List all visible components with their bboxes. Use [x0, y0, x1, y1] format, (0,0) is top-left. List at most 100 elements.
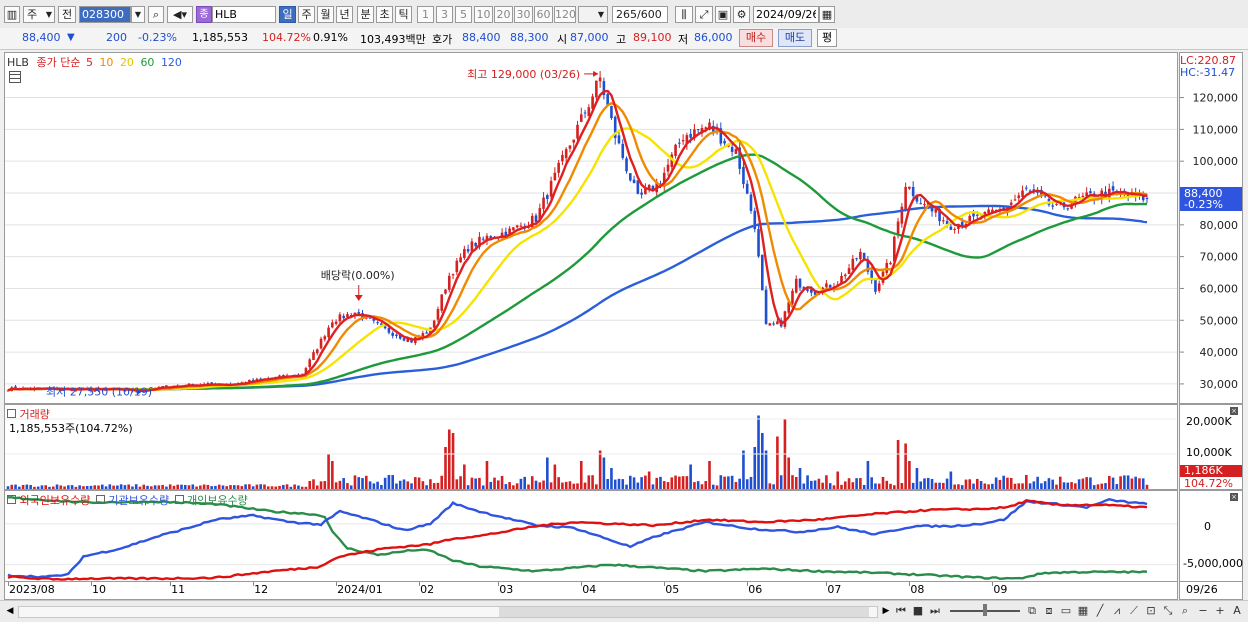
- candle-body: [1066, 208, 1070, 210]
- eval-button[interactable]: 평: [817, 29, 837, 47]
- zoom-out-icon[interactable]: −: [1198, 604, 1208, 617]
- scroll-right-button[interactable]: ▶: [882, 606, 890, 616]
- search-icon[interactable]: ⌕: [1181, 604, 1189, 617]
- grid-icon[interactable]: ▦: [1077, 604, 1089, 617]
- tab-day[interactable]: 일: [279, 6, 296, 23]
- tab-second[interactable]: 초: [376, 6, 393, 23]
- last-icon[interactable]: ⏭: [930, 604, 940, 617]
- zoom-slider-handle[interactable]: [983, 604, 987, 616]
- candle-type-icon[interactable]: ⫼: [675, 6, 693, 23]
- price-chart[interactable]: 최고 129,000 (03/26) 최저 27,550 (10/19) 배당락(0…: [5, 53, 1177, 403]
- price-axis: 120,000110,000100,00090,00080,00070,0006…: [1179, 52, 1243, 404]
- volume-bar: [93, 485, 97, 489]
- holdings-toggle-icon[interactable]: [7, 495, 16, 504]
- gear-icon[interactable]: ⚙: [733, 6, 750, 23]
- volume-tick-10000k: 10,000K: [1186, 446, 1232, 459]
- scrollbar-thumb[interactable]: [499, 607, 869, 617]
- individual-holdings-line: [8, 496, 1148, 581]
- holdings-chart[interactable]: [5, 491, 1177, 581]
- volume-toggle-icon[interactable]: [7, 409, 16, 418]
- holdings-panel[interactable]: 외국인보유수량 기관보유수량 개인보유수량: [4, 490, 1178, 582]
- interval-60[interactable]: 60: [534, 6, 553, 23]
- save-icon[interactable]: ▣: [715, 6, 731, 23]
- calendar-icon[interactable]: ▦: [819, 6, 835, 23]
- volume-bar: [994, 477, 998, 489]
- code-dropdown[interactable]: ▼: [131, 6, 145, 23]
- window-icon[interactable]: ▭: [1060, 604, 1072, 617]
- candle-body: [587, 107, 591, 117]
- candle-body: [761, 254, 764, 291]
- candle-body: [534, 215, 538, 223]
- tab-year[interactable]: 년: [336, 6, 353, 23]
- volume-bar: [364, 475, 368, 489]
- volume-bar: [1021, 483, 1024, 489]
- volume-bar: [319, 481, 323, 489]
- zigzag-icon[interactable]: ⩘: [1113, 604, 1121, 617]
- trend-icon[interactable]: ⟋: [1130, 604, 1138, 617]
- zoom-in-icon[interactable]: +: [1215, 604, 1225, 617]
- interval-10[interactable]: 10: [474, 6, 493, 23]
- interval-20[interactable]: 20: [494, 6, 513, 23]
- volume-bar: [255, 484, 259, 489]
- volume-bar: [1077, 479, 1081, 489]
- measure-icon[interactable]: ⤡: [1163, 604, 1173, 617]
- price-panel[interactable]: 최고 129,000 (03/26) 최저 27,550 (10/19) 배당락(0…: [4, 52, 1178, 404]
- speaker-icon[interactable]: ◀▾: [167, 6, 193, 23]
- interval-1[interactable]: 1: [417, 6, 434, 23]
- tab-month[interactable]: 월: [317, 6, 334, 23]
- volume-bar: [187, 485, 191, 489]
- price-tick-label: 70,000: [1200, 251, 1239, 264]
- close-icon[interactable]: ×: [1230, 493, 1238, 501]
- close-icon[interactable]: ×: [1230, 407, 1238, 415]
- volume-bar: [97, 485, 100, 489]
- candle-body: [553, 172, 557, 180]
- volume-bar: [225, 486, 229, 489]
- volume-bar: [89, 485, 93, 489]
- copy-icon[interactable]: ⧈: [1045, 604, 1053, 617]
- sell-button[interactable]: 매도: [778, 29, 812, 47]
- draw-tool-icon[interactable]: ⤢: [695, 6, 713, 23]
- prev-button[interactable]: 전: [58, 6, 76, 23]
- candle-body: [915, 195, 919, 202]
- period-select[interactable]: 주 ▼: [23, 6, 55, 23]
- volume-bar: [338, 480, 342, 489]
- grid-toggle-icon[interactable]: [9, 71, 21, 83]
- candle-body: [678, 142, 681, 144]
- tab-week[interactable]: 주: [298, 6, 315, 23]
- ma5-line: [7, 89, 1148, 392]
- font-size-icon[interactable]: A: [1233, 604, 1241, 617]
- line-tool-icon[interactable]: ╱: [1096, 604, 1104, 617]
- volume-bar: [629, 475, 632, 489]
- volume-bar: [644, 475, 647, 489]
- individual-toggle-icon[interactable]: [174, 495, 184, 504]
- institution-toggle-icon[interactable]: [95, 495, 105, 504]
- stop-icon[interactable]: ■: [912, 604, 924, 617]
- search-icon[interactable]: ⌕: [148, 6, 164, 23]
- layout-icon[interactable]: ▥: [4, 6, 20, 23]
- volume-bar: [519, 478, 523, 489]
- buy-button[interactable]: 매수: [739, 29, 773, 47]
- volume-bar: [662, 481, 666, 489]
- zoom-area-icon[interactable]: ⊡: [1146, 604, 1156, 617]
- interval-5[interactable]: 5: [455, 6, 472, 23]
- volume-panel[interactable]: 거래량 1,185,553주(104.72%): [4, 404, 1178, 490]
- tab-tick[interactable]: 틱: [395, 6, 412, 23]
- interval-120[interactable]: 120: [554, 6, 576, 23]
- split-icon[interactable]: ⧉: [1028, 604, 1036, 617]
- interval-30[interactable]: 30: [514, 6, 533, 23]
- volume-bar: [67, 485, 70, 489]
- tab-minute[interactable]: 분: [357, 6, 374, 23]
- candle-body: [546, 195, 549, 199]
- volume-bar: [1096, 484, 1100, 489]
- interval-dropdown[interactable]: ▼: [578, 6, 608, 23]
- stock-name-field[interactable]: [212, 6, 276, 23]
- count-field[interactable]: 265/600: [612, 6, 668, 23]
- volume-chart[interactable]: [5, 405, 1177, 489]
- first-icon[interactable]: ⏮: [896, 604, 906, 617]
- scrollbar-track[interactable]: [18, 606, 878, 618]
- interval-3[interactable]: 3: [436, 6, 453, 23]
- date-field[interactable]: [753, 6, 819, 23]
- candle-body: [568, 145, 572, 149]
- code-input[interactable]: [79, 6, 131, 23]
- scroll-left-button[interactable]: ◀: [6, 606, 14, 616]
